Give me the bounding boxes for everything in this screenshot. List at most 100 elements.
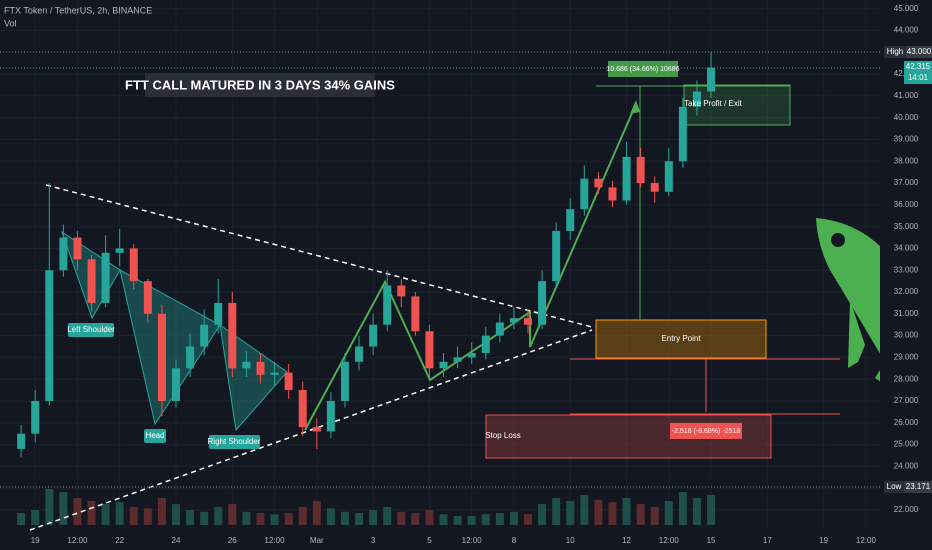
candle-body: [228, 302, 237, 369]
volume-bar: [45, 489, 54, 525]
grid: [0, 0, 880, 530]
x-tick-label: 17: [763, 536, 772, 545]
y-tick-label: 41.000: [894, 91, 919, 100]
volume-bar: [270, 514, 279, 525]
x-tick-label: 22: [115, 536, 124, 545]
candle-body: [467, 353, 476, 358]
candle-body: [101, 252, 110, 303]
last-price-box: [904, 61, 932, 84]
take-profit-box: [683, 84, 791, 126]
volume-bar: [256, 513, 265, 525]
volume-bar: [411, 513, 420, 525]
volume-layer: [17, 489, 716, 525]
y-tick-label: 39.000: [894, 135, 919, 144]
candle-body: [453, 357, 462, 362]
volume-bar: [340, 511, 349, 525]
price-axis: [880, 0, 932, 550]
volume-bar: [594, 499, 603, 525]
volume-bar: [59, 492, 68, 525]
gain-tag: [608, 61, 678, 77]
candle-body: [115, 248, 124, 253]
volume-bar: [369, 510, 378, 525]
candle-body: [172, 368, 180, 401]
candle-body: [397, 285, 406, 297]
volume-bar: [664, 501, 673, 525]
entry-box: [595, 319, 767, 359]
label-box: [209, 435, 260, 449]
x-tick-label: 12:00: [67, 536, 88, 545]
volume-bar: [509, 511, 518, 525]
x-tick-label: 10: [566, 536, 575, 545]
gain-measure: 10.686 (34.66%) 10686: [606, 66, 679, 73]
y-tick-label: 22.000: [894, 505, 919, 514]
y-tick-label: 38.000: [894, 156, 919, 165]
volume-bar: [524, 514, 532, 525]
candle-body: [284, 372, 293, 391]
loss-tag: [670, 423, 742, 439]
candle-body: [495, 322, 504, 336]
candle-body: [200, 324, 209, 347]
trend-line: [29, 329, 593, 531]
volume-bar: [326, 508, 335, 525]
volume-bar: [129, 507, 138, 525]
volume-bar: [31, 510, 40, 525]
y-tick-label: 25.000: [894, 440, 919, 449]
x-tick-label: 19: [819, 536, 828, 545]
x-tick-label: 12:00: [265, 536, 286, 545]
y-tick-label: 33.000: [894, 265, 919, 274]
candle-body: [312, 427, 321, 432]
x-tick-label: 19: [31, 536, 40, 545]
candle-body: [17, 433, 26, 449]
volume-bar: [495, 513, 504, 525]
y-tick-label: 35.000: [894, 222, 919, 231]
x-tick-label: 24: [172, 536, 181, 545]
volume-bar: [383, 507, 392, 525]
volume-bar: [298, 507, 307, 525]
trend-line: [45, 184, 593, 328]
candle-body: [45, 270, 54, 401]
volume-bar: [707, 495, 716, 525]
entry-label: Entry Point: [661, 334, 701, 343]
candle-body: [481, 335, 490, 354]
candle-body: [73, 237, 82, 260]
headline-box: [145, 73, 375, 97]
y-tick-label: 37.000: [894, 178, 919, 187]
chart-title: FTX Token / TetherUS, 2h, BINANCE: [4, 5, 152, 15]
candle-body: [594, 178, 603, 188]
volume-bar: [467, 516, 476, 525]
candle-body: [552, 231, 561, 282]
volume-bar: [355, 513, 364, 525]
x-tick-label: 3: [371, 536, 376, 545]
volume-bar: [566, 501, 575, 525]
pattern-label: Left Shoulder: [67, 325, 115, 334]
candle-body: [129, 248, 138, 282]
candle-body: [622, 156, 631, 201]
y-tick-label: 26.000: [894, 418, 919, 427]
candle-body: [580, 178, 589, 210]
candle-body: [650, 183, 659, 192]
x-tick-label: 8: [512, 536, 517, 545]
pattern-label: Head: [145, 431, 164, 440]
candle-body: [157, 313, 166, 401]
y-tick-label: 27.000: [894, 396, 919, 405]
candle-body: [270, 372, 279, 375]
candle-body: [707, 67, 716, 92]
candle-body: [538, 281, 547, 325]
last-price: 42.315: [906, 62, 931, 71]
volume-bar: [580, 495, 589, 525]
volume-bar: [425, 510, 434, 525]
stop-loss-label: Stop Loss: [485, 431, 521, 440]
y-tick-label: 29.000: [894, 353, 919, 362]
candle-body: [31, 400, 40, 434]
tag-box: [884, 481, 904, 493]
candle-body: [692, 91, 701, 107]
y-tick-label: 31.000: [894, 309, 919, 318]
x-tick-label: 12:00: [659, 536, 680, 545]
volume-bar: [678, 492, 687, 525]
low-price: 23.171: [906, 482, 931, 491]
candle-body: [326, 400, 335, 432]
volume-bar: [481, 514, 490, 525]
x-tick-label: 15: [707, 536, 716, 545]
candle-body: [143, 281, 152, 314]
